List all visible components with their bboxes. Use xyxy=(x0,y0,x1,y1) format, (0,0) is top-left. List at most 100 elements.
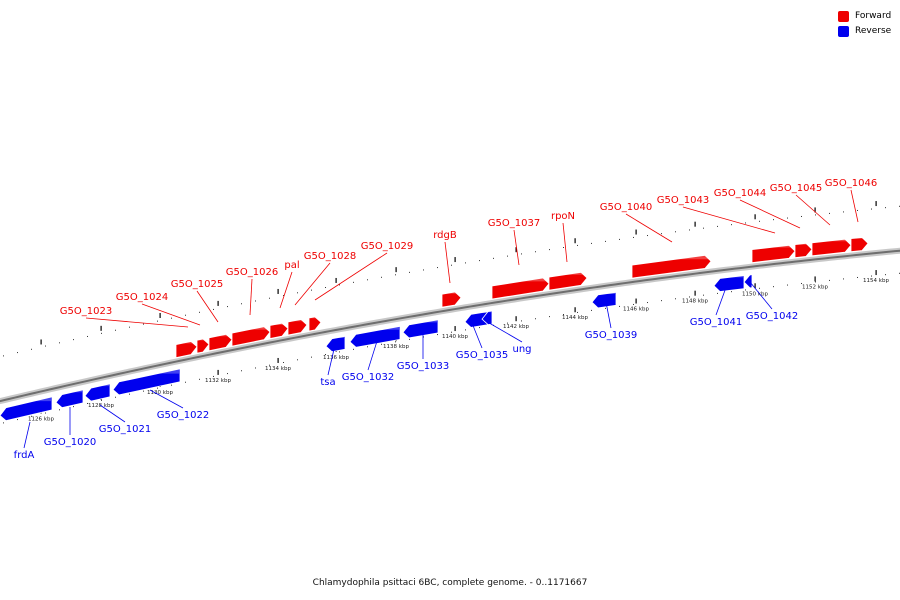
gene-g5o-1039[interactable] xyxy=(591,290,617,309)
major-tick-upper xyxy=(100,325,102,331)
gene-label: G5O_1022 xyxy=(157,410,209,421)
leader-line xyxy=(367,337,379,371)
leader-line xyxy=(562,222,568,263)
reverse-swatch xyxy=(838,25,849,37)
gene-tsa[interactable] xyxy=(325,334,346,353)
major-tick-upper xyxy=(395,267,397,273)
tick-label: 1144 kbp xyxy=(562,315,588,321)
gene-g5o-1046[interactable] xyxy=(850,235,869,253)
gene-g5o-1026[interactable] xyxy=(231,324,271,347)
leader-line xyxy=(625,213,673,243)
major-tick-upper xyxy=(875,201,877,207)
major-tick-upper xyxy=(335,277,337,283)
major-tick-upper xyxy=(277,288,279,294)
gene-g5o-1023[interactable] xyxy=(175,339,198,359)
legend-label-reverse: Reverse xyxy=(855,26,892,36)
gene-label: G5O_1035 xyxy=(456,350,508,361)
leader-line xyxy=(314,252,388,301)
legend: Forward Reverse xyxy=(838,9,891,39)
tick-label: 1142 kbp xyxy=(503,324,529,330)
gene-frda[interactable] xyxy=(0,394,53,422)
gene-g5o-1041[interactable] xyxy=(713,273,745,292)
gene-g5o-1025[interactable] xyxy=(208,332,233,352)
leader-line xyxy=(141,303,201,326)
gene-label: G5O_1032 xyxy=(342,372,394,383)
major-tick-lower xyxy=(635,298,637,304)
legend-label-forward: Forward xyxy=(855,11,892,21)
gene-g5o-1040[interactable] xyxy=(631,253,712,279)
major-tick-lower xyxy=(814,276,816,282)
label-leaders xyxy=(23,189,859,449)
gene-g5o-1028[interactable] xyxy=(287,317,308,336)
major-tick-upper xyxy=(159,312,161,318)
gene-label: G5O_1042 xyxy=(746,311,798,322)
gene-label: G5O_1025 xyxy=(171,279,223,290)
leader-line xyxy=(85,317,189,328)
major-tick-lower xyxy=(217,369,219,375)
map-caption: Chlamydophila psittaci 6BC, complete gen… xyxy=(312,578,588,588)
leader-line xyxy=(99,404,126,423)
gene-label: G5O_1044 xyxy=(714,188,766,199)
leader-line xyxy=(715,281,729,316)
major-tick-upper xyxy=(754,214,756,220)
gene-label: G5O_1020 xyxy=(44,437,96,448)
gene-g5o-1043[interactable] xyxy=(751,242,796,264)
major-tick-lower xyxy=(277,357,279,363)
tick-label: 1130 kbp xyxy=(147,390,173,396)
gene-label: G5O_1037 xyxy=(488,218,540,229)
gene-label: rpoN xyxy=(551,211,575,222)
gene-label: G5O_1024 xyxy=(116,292,168,303)
major-tick-upper xyxy=(635,229,637,235)
tick-label: 1136 kbp xyxy=(323,355,349,361)
major-tick-upper xyxy=(454,257,456,263)
gene-rpon[interactable] xyxy=(548,270,588,291)
gene-ung[interactable] xyxy=(481,308,493,326)
gene-label: rdgB xyxy=(433,230,457,241)
gene-g5o-1037[interactable] xyxy=(491,275,550,300)
gene-g5o-1022[interactable] xyxy=(112,366,181,396)
gene-label: G5O_1029 xyxy=(361,241,413,252)
gene-rdgb[interactable] xyxy=(441,289,462,308)
legend-item-forward: Forward xyxy=(838,9,891,23)
gene-g5o-1042[interactable] xyxy=(743,272,753,289)
leader-line xyxy=(850,189,859,223)
gene-label: G5O_1023 xyxy=(60,306,112,317)
gene-g5o-1029[interactable] xyxy=(308,314,322,332)
leader-line xyxy=(249,278,253,316)
leader-line xyxy=(294,262,331,306)
tick-label: 1140 kbp xyxy=(442,334,468,340)
gene-g5o-1032[interactable] xyxy=(349,324,401,348)
gene-g5o-1020[interactable] xyxy=(55,387,84,409)
major-tick-lower xyxy=(875,270,877,276)
gene-pal[interactable] xyxy=(269,320,289,339)
gene-g5o-1044[interactable] xyxy=(794,241,813,259)
gene-g5o-1024[interactable] xyxy=(196,336,210,354)
gene-label: frdA xyxy=(14,450,35,461)
gene-label: ung xyxy=(512,344,531,355)
tick-label: 1146 kbp xyxy=(623,307,649,313)
gene-label: pal xyxy=(284,260,299,271)
gene-g5o-1045[interactable] xyxy=(811,236,852,257)
gene-g5o-1033[interactable] xyxy=(402,317,439,339)
legend-item-reverse: Reverse xyxy=(838,24,891,38)
leader-line xyxy=(469,317,483,349)
leader-line xyxy=(196,290,219,323)
gene-label: G5O_1026 xyxy=(226,267,278,278)
gene-features xyxy=(0,235,869,422)
major-tick-lower xyxy=(515,316,517,322)
major-tick-lower xyxy=(694,290,696,296)
gene-label: G5O_1039 xyxy=(585,330,637,341)
major-tick-upper xyxy=(40,339,42,345)
leader-line xyxy=(749,281,773,310)
genome-backbone xyxy=(0,247,900,405)
gene-label: G5O_1046 xyxy=(825,178,877,189)
gene-label: G5O_1043 xyxy=(657,195,709,206)
gene-label: G5O_1041 xyxy=(690,317,742,328)
gene-g5o-1021[interactable] xyxy=(84,381,111,402)
gene-label: G5O_1045 xyxy=(770,183,822,194)
leader-line xyxy=(604,296,612,329)
tick-label: 1148 kbp xyxy=(682,299,708,305)
